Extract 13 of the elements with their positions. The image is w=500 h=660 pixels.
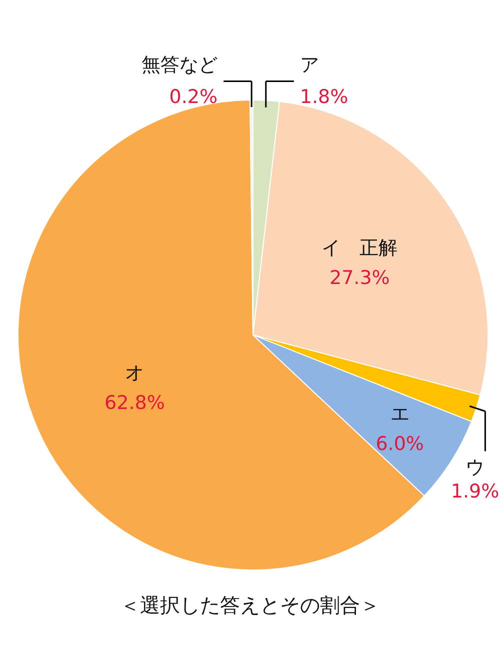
slice-label: 無答など bbox=[142, 54, 218, 76]
data-label: 1.9% bbox=[450, 480, 500, 502]
slice-label: エ bbox=[390, 403, 410, 426]
slice-label: ア bbox=[300, 54, 319, 76]
data-label: 27.3% bbox=[329, 267, 390, 290]
slice-label: オ bbox=[125, 362, 144, 384]
data-label: 62.8% bbox=[104, 392, 165, 414]
slice-label: ウ bbox=[466, 456, 484, 478]
data-label: 1.8% bbox=[300, 86, 348, 108]
data-label: 0.2% bbox=[169, 86, 218, 108]
slice-label: イ 正解 bbox=[322, 237, 398, 260]
text: ＜選択した答えとその割合＞ bbox=[120, 593, 380, 617]
data-label: 6.0% bbox=[376, 433, 424, 456]
